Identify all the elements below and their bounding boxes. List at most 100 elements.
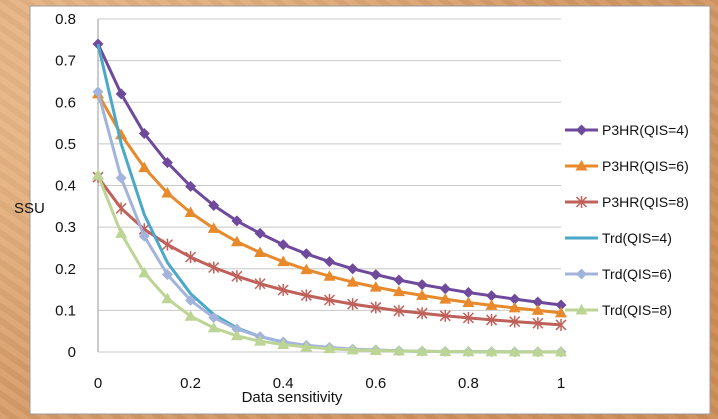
legend-label: Trd(QIS=6) bbox=[602, 266, 672, 282]
data-point bbox=[323, 293, 336, 306]
data-point bbox=[115, 172, 127, 184]
data-point bbox=[254, 277, 266, 290]
legend-marker bbox=[575, 196, 588, 208]
y-tick-label: 0.5 bbox=[55, 136, 76, 153]
legend-entry: Trd(QIS=8) bbox=[565, 302, 672, 318]
data-point bbox=[231, 215, 243, 227]
x-tick-label: 0.4 bbox=[273, 375, 294, 392]
x-tick-label: 1 bbox=[557, 375, 565, 392]
data-point bbox=[231, 323, 243, 335]
data-point bbox=[185, 180, 197, 192]
x-tick-labels: 0 0.2 0.4 0.6 0.8 1 bbox=[94, 375, 565, 392]
y-tick-label: 0.1 bbox=[55, 302, 76, 319]
data-point bbox=[161, 186, 174, 198]
data-point bbox=[508, 345, 521, 357]
x-tick-label: 0.8 bbox=[458, 375, 479, 392]
data-point bbox=[231, 270, 243, 283]
data-point bbox=[486, 290, 498, 302]
data-point bbox=[138, 127, 150, 139]
data-point bbox=[509, 315, 521, 328]
data-point bbox=[393, 304, 405, 317]
x-tick-label: 0 bbox=[94, 375, 102, 392]
data-point bbox=[416, 279, 428, 291]
series-layer bbox=[92, 38, 567, 358]
y-tick-label: 0.8 bbox=[55, 11, 76, 28]
legend-marker bbox=[575, 160, 588, 171]
data-point bbox=[555, 318, 567, 331]
y-tick-label: 0.6 bbox=[55, 94, 76, 111]
y-tick-labels: 0 0.1 0.2 0.3 0.4 0.5 0.6 0.7 0.8 bbox=[55, 11, 76, 361]
legend-label: Trd(QIS=4) bbox=[602, 230, 672, 246]
data-point bbox=[254, 335, 267, 346]
data-point bbox=[208, 199, 220, 211]
data-point bbox=[92, 169, 104, 180]
x-tick-label: 0.6 bbox=[365, 375, 386, 392]
data-point bbox=[185, 251, 197, 264]
data-point bbox=[185, 294, 197, 306]
data-point bbox=[531, 345, 544, 357]
y-tick-label: 0.7 bbox=[55, 53, 76, 70]
data-point bbox=[92, 86, 104, 98]
data-point bbox=[277, 338, 290, 350]
data-point bbox=[277, 239, 289, 251]
y-tick-label: 0.3 bbox=[55, 219, 76, 236]
data-point bbox=[323, 342, 336, 354]
data-point bbox=[346, 343, 359, 355]
data-point bbox=[485, 299, 498, 310]
data-point bbox=[486, 313, 498, 326]
data-point bbox=[92, 38, 104, 50]
legend-entry: P3HR(QIS=6) bbox=[565, 158, 689, 174]
data-point bbox=[277, 283, 289, 296]
data-point bbox=[300, 263, 313, 275]
data-point bbox=[369, 344, 382, 356]
legend-marker bbox=[576, 268, 587, 280]
y-axis-title: SSU bbox=[14, 200, 45, 217]
y-tick-label: 0.4 bbox=[55, 178, 76, 195]
data-point bbox=[462, 286, 474, 298]
data-point bbox=[392, 345, 405, 356]
data-point bbox=[416, 289, 429, 300]
data-point bbox=[207, 321, 220, 333]
data-point bbox=[184, 206, 197, 218]
data-point bbox=[369, 281, 382, 292]
data-point bbox=[161, 269, 173, 281]
data-point bbox=[509, 293, 521, 305]
legend-label: P3HR(QIS=4) bbox=[602, 122, 689, 138]
series-1 bbox=[92, 38, 567, 311]
data-point bbox=[115, 88, 127, 100]
legend-entry: Trd(QIS=6) bbox=[565, 266, 672, 282]
data-point bbox=[230, 329, 243, 341]
legend-entry: Trd(QIS=4) bbox=[565, 230, 672, 246]
data-point bbox=[346, 276, 359, 287]
data-point bbox=[392, 285, 405, 297]
legend-marker bbox=[575, 304, 588, 315]
data-point bbox=[324, 256, 335, 268]
data-point bbox=[347, 298, 359, 311]
series-3 bbox=[92, 171, 567, 331]
data-point bbox=[115, 227, 128, 238]
data-point bbox=[393, 274, 405, 286]
data-point bbox=[555, 306, 567, 318]
data-point bbox=[508, 301, 521, 313]
y-tick-label: 0.2 bbox=[55, 261, 76, 278]
data-point bbox=[439, 309, 451, 322]
data-point bbox=[439, 293, 452, 304]
data-point bbox=[208, 261, 220, 274]
data-point bbox=[439, 283, 451, 295]
legend-entry: P3HR(QIS=8) bbox=[565, 194, 689, 210]
data-point bbox=[532, 296, 544, 308]
data-point bbox=[531, 304, 544, 315]
data-point bbox=[254, 246, 267, 258]
x-tick-label: 0.2 bbox=[180, 375, 201, 392]
legend-label: P3HR(QIS=8) bbox=[602, 194, 689, 210]
data-point bbox=[416, 307, 428, 320]
data-point bbox=[138, 230, 150, 242]
legend-label: Trd(QIS=8) bbox=[602, 302, 672, 318]
data-point bbox=[254, 227, 266, 239]
legend-marker bbox=[576, 124, 587, 136]
data-point bbox=[370, 269, 382, 281]
data-point bbox=[138, 161, 151, 173]
data-point bbox=[207, 222, 220, 233]
data-point bbox=[208, 311, 220, 323]
data-point bbox=[300, 341, 313, 352]
